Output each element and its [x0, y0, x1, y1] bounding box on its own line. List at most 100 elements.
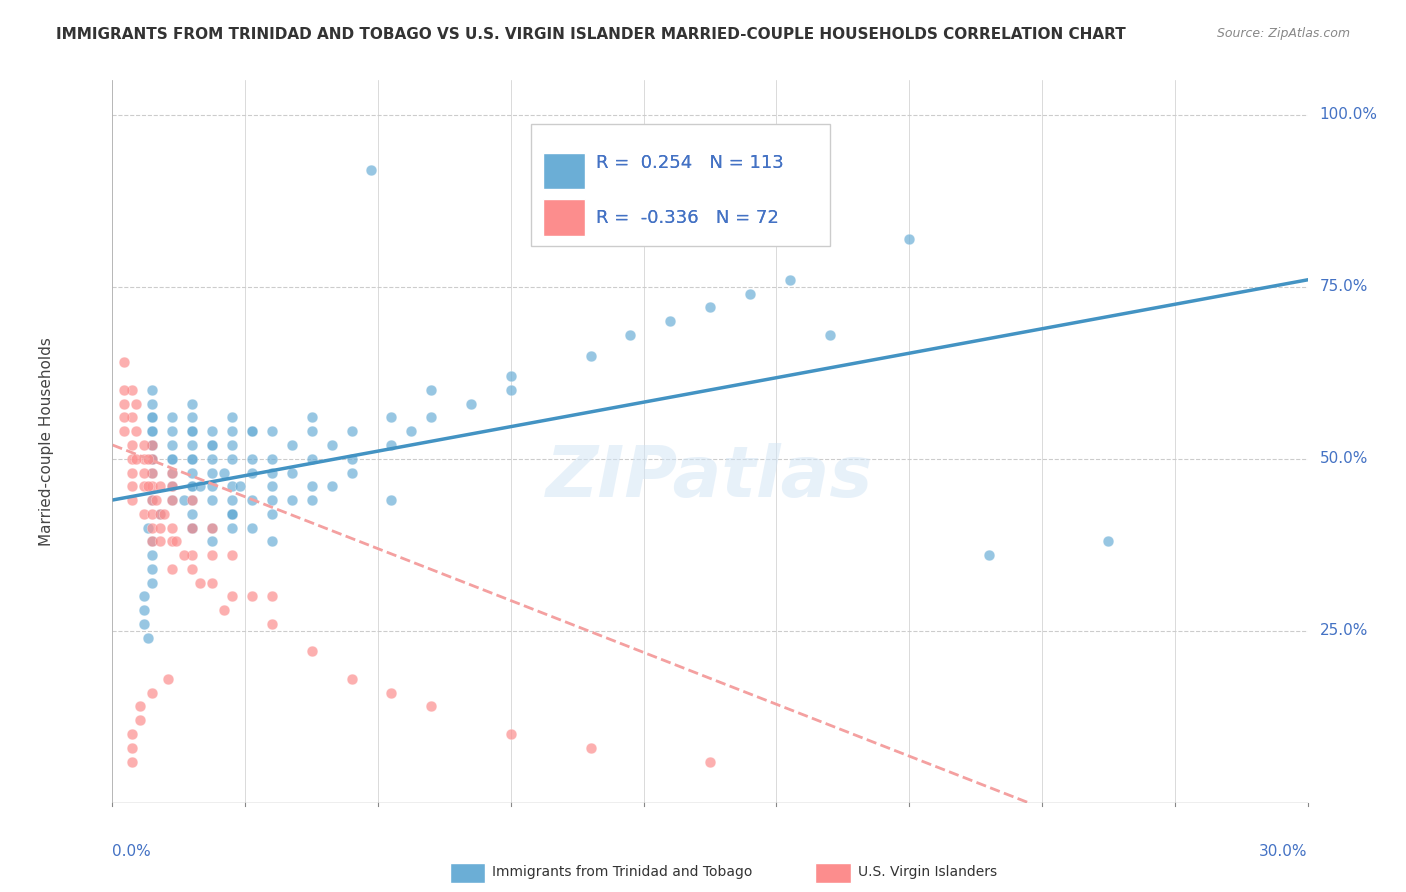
Point: [221, 493, 243, 508]
Point: [181, 520, 204, 534]
Text: R =  -0.336   N = 72: R = -0.336 N = 72: [596, 209, 779, 227]
Point: [301, 451, 323, 466]
Point: [149, 479, 172, 493]
Point: [380, 410, 402, 425]
FancyBboxPatch shape: [543, 200, 585, 235]
Point: [181, 520, 204, 534]
Point: [162, 493, 183, 508]
Point: [240, 493, 263, 508]
Point: [779, 273, 801, 287]
Point: [141, 466, 163, 480]
Point: [162, 479, 183, 493]
Point: [162, 438, 183, 452]
Point: [340, 451, 363, 466]
Point: [141, 410, 163, 425]
Point: [121, 410, 143, 425]
Point: [134, 466, 156, 480]
Point: [619, 327, 641, 342]
Point: [162, 451, 183, 466]
Point: [153, 507, 176, 521]
Point: [141, 438, 163, 452]
Point: [201, 451, 224, 466]
Point: [141, 383, 163, 397]
Point: [141, 534, 163, 549]
Point: [121, 383, 143, 397]
Point: [134, 438, 156, 452]
Point: [260, 534, 283, 549]
Point: [181, 410, 204, 425]
Point: [181, 479, 204, 493]
Point: [579, 349, 602, 363]
Point: [401, 424, 423, 438]
Point: [699, 755, 721, 769]
Point: [281, 438, 304, 452]
Text: 50.0%: 50.0%: [1320, 451, 1368, 467]
Point: [149, 520, 172, 534]
Point: [141, 562, 163, 576]
Point: [173, 548, 195, 562]
Point: [121, 466, 143, 480]
Point: [260, 507, 283, 521]
Point: [121, 755, 143, 769]
Point: [121, 740, 143, 755]
Point: [201, 424, 224, 438]
Point: [121, 479, 143, 493]
Point: [738, 286, 761, 301]
FancyBboxPatch shape: [543, 200, 585, 235]
Point: [260, 479, 283, 493]
Point: [221, 590, 243, 604]
Point: [281, 493, 304, 508]
Point: [221, 424, 243, 438]
Text: Source: ZipAtlas.com: Source: ZipAtlas.com: [1216, 27, 1350, 40]
Text: R =  0.254   N = 113: R = 0.254 N = 113: [596, 154, 785, 172]
Point: [221, 451, 243, 466]
Point: [114, 383, 135, 397]
Point: [301, 424, 323, 438]
Point: [141, 686, 163, 700]
Point: [149, 507, 172, 521]
Point: [114, 397, 135, 411]
Point: [240, 590, 263, 604]
Point: [141, 575, 163, 590]
Point: [188, 575, 211, 590]
Point: [221, 410, 243, 425]
Point: [201, 466, 224, 480]
Point: [340, 672, 363, 686]
Point: [141, 438, 163, 452]
Point: [221, 438, 243, 452]
Text: Married-couple Households: Married-couple Households: [39, 337, 55, 546]
Point: [162, 562, 183, 576]
Point: [181, 424, 204, 438]
Point: [221, 507, 243, 521]
Point: [134, 616, 156, 631]
Point: [301, 479, 323, 493]
Point: [260, 451, 283, 466]
Point: [157, 672, 180, 686]
Point: [499, 383, 522, 397]
Text: R =  -0.336   N = 72: R = -0.336 N = 72: [596, 209, 779, 227]
Text: ZIPatlas: ZIPatlas: [547, 443, 873, 512]
Point: [141, 424, 163, 438]
Point: [114, 410, 135, 425]
Point: [181, 493, 204, 508]
Point: [221, 479, 243, 493]
Point: [181, 507, 204, 521]
Point: [121, 493, 143, 508]
Point: [818, 327, 841, 342]
Point: [145, 493, 167, 508]
Point: [420, 383, 443, 397]
Point: [181, 451, 204, 466]
Point: [360, 162, 382, 177]
Point: [134, 603, 156, 617]
Point: [129, 713, 152, 727]
Text: U.S. Virgin Islanders: U.S. Virgin Islanders: [858, 865, 997, 880]
Point: [301, 644, 323, 658]
Point: [240, 424, 263, 438]
Point: [141, 451, 163, 466]
Point: [212, 466, 235, 480]
Point: [221, 520, 243, 534]
Point: [114, 424, 135, 438]
Text: 75.0%: 75.0%: [1320, 279, 1368, 294]
Point: [181, 438, 204, 452]
Text: 0.0%: 0.0%: [112, 844, 152, 859]
